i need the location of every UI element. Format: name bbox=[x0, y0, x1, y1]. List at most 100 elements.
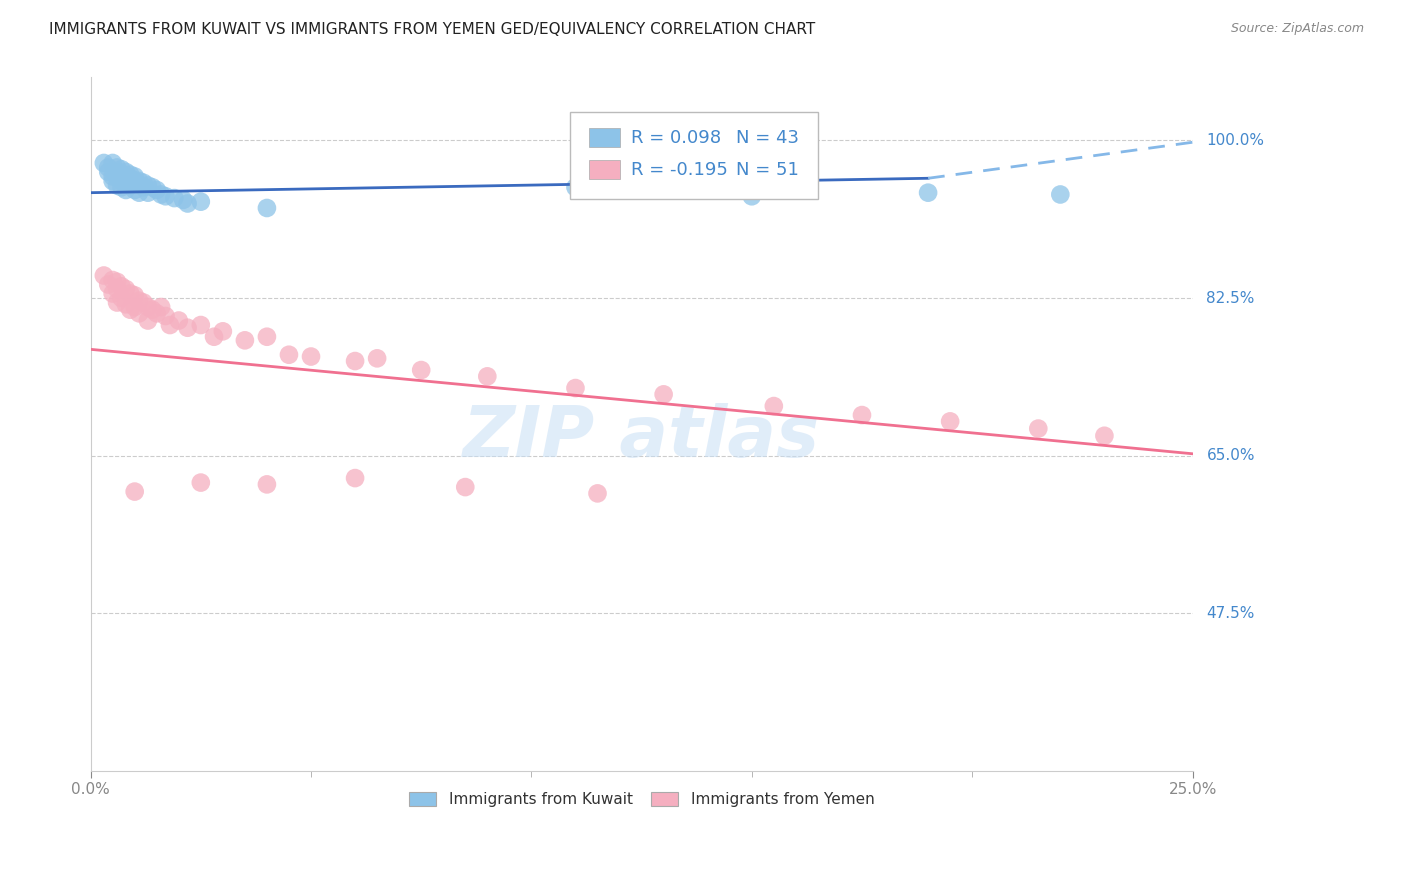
Point bbox=[115, 177, 138, 191]
Point bbox=[120, 168, 142, 182]
Text: 100.0%: 100.0% bbox=[1206, 133, 1264, 148]
Point bbox=[256, 201, 278, 215]
Point bbox=[124, 300, 146, 314]
Point bbox=[110, 174, 132, 188]
Point bbox=[190, 194, 212, 209]
Text: Source: ZipAtlas.com: Source: ZipAtlas.com bbox=[1230, 22, 1364, 36]
Text: 65.0%: 65.0% bbox=[1206, 448, 1256, 463]
Point bbox=[128, 174, 150, 188]
Point bbox=[141, 180, 163, 194]
Point bbox=[97, 161, 120, 175]
Point bbox=[101, 273, 124, 287]
Point bbox=[105, 282, 128, 296]
Point bbox=[105, 165, 128, 179]
Text: 47.5%: 47.5% bbox=[1206, 606, 1254, 621]
Point bbox=[115, 171, 138, 186]
Point bbox=[145, 183, 167, 197]
Point bbox=[105, 178, 128, 193]
Point bbox=[110, 291, 132, 305]
Point bbox=[454, 480, 477, 494]
Point bbox=[172, 193, 194, 207]
Point bbox=[176, 320, 198, 334]
Point bbox=[167, 313, 190, 327]
Text: ZIP atlas: ZIP atlas bbox=[463, 403, 820, 473]
Point bbox=[344, 354, 367, 368]
Point bbox=[851, 408, 873, 422]
Point bbox=[190, 318, 212, 332]
Point bbox=[124, 174, 146, 188]
Point bbox=[93, 268, 115, 283]
Text: R = 0.098: R = 0.098 bbox=[630, 128, 721, 147]
Point bbox=[155, 309, 177, 323]
Point bbox=[101, 286, 124, 301]
Point bbox=[120, 302, 142, 317]
Point bbox=[105, 295, 128, 310]
Point bbox=[145, 306, 167, 320]
Point bbox=[477, 369, 499, 384]
Text: 82.5%: 82.5% bbox=[1206, 291, 1254, 306]
Point bbox=[741, 189, 763, 203]
Point bbox=[366, 351, 388, 366]
Point bbox=[124, 183, 146, 197]
Point bbox=[105, 275, 128, 289]
FancyBboxPatch shape bbox=[589, 128, 620, 147]
Point bbox=[132, 295, 155, 310]
Point bbox=[136, 313, 159, 327]
Point bbox=[652, 387, 675, 401]
Point bbox=[101, 174, 124, 188]
Text: N = 51: N = 51 bbox=[737, 161, 799, 178]
Text: R = -0.195: R = -0.195 bbox=[630, 161, 727, 178]
Point bbox=[128, 306, 150, 320]
Point bbox=[97, 165, 120, 179]
Point bbox=[115, 183, 138, 197]
Point bbox=[141, 302, 163, 317]
Point bbox=[124, 484, 146, 499]
Point bbox=[564, 381, 586, 395]
Point bbox=[150, 300, 173, 314]
Point bbox=[110, 180, 132, 194]
Point bbox=[256, 330, 278, 344]
Point bbox=[564, 180, 586, 194]
Point bbox=[105, 161, 128, 175]
Legend: Immigrants from Kuwait, Immigrants from Yemen: Immigrants from Kuwait, Immigrants from … bbox=[401, 785, 882, 815]
Point bbox=[128, 293, 150, 308]
Point bbox=[299, 350, 322, 364]
Point bbox=[211, 324, 233, 338]
Point bbox=[411, 363, 433, 377]
Point bbox=[120, 286, 142, 301]
Point bbox=[120, 171, 142, 186]
Point bbox=[939, 414, 962, 428]
Text: N = 43: N = 43 bbox=[737, 128, 799, 147]
Point bbox=[115, 165, 138, 179]
Point bbox=[1094, 429, 1116, 443]
Point bbox=[120, 178, 142, 193]
Point bbox=[124, 288, 146, 302]
Point bbox=[762, 399, 785, 413]
Point bbox=[202, 330, 225, 344]
Point bbox=[132, 176, 155, 190]
FancyBboxPatch shape bbox=[569, 112, 818, 199]
Point bbox=[93, 156, 115, 170]
Point bbox=[124, 169, 146, 184]
Point bbox=[136, 186, 159, 200]
Point bbox=[105, 169, 128, 184]
Point bbox=[101, 156, 124, 170]
Point bbox=[256, 477, 278, 491]
Point bbox=[110, 162, 132, 177]
Point bbox=[1049, 187, 1071, 202]
Point bbox=[163, 191, 186, 205]
Point bbox=[159, 318, 181, 332]
Point bbox=[97, 277, 120, 292]
Point bbox=[917, 186, 939, 200]
Text: IMMIGRANTS FROM KUWAIT VS IMMIGRANTS FROM YEMEN GED/EQUIVALENCY CORRELATION CHAR: IMMIGRANTS FROM KUWAIT VS IMMIGRANTS FRO… bbox=[49, 22, 815, 37]
Point bbox=[586, 486, 609, 500]
Point bbox=[101, 169, 124, 184]
Point bbox=[136, 300, 159, 314]
Point bbox=[278, 348, 301, 362]
Point bbox=[128, 186, 150, 200]
Point bbox=[176, 196, 198, 211]
Point bbox=[233, 334, 256, 348]
Point bbox=[115, 297, 138, 311]
Point bbox=[155, 189, 177, 203]
Point bbox=[132, 180, 155, 194]
